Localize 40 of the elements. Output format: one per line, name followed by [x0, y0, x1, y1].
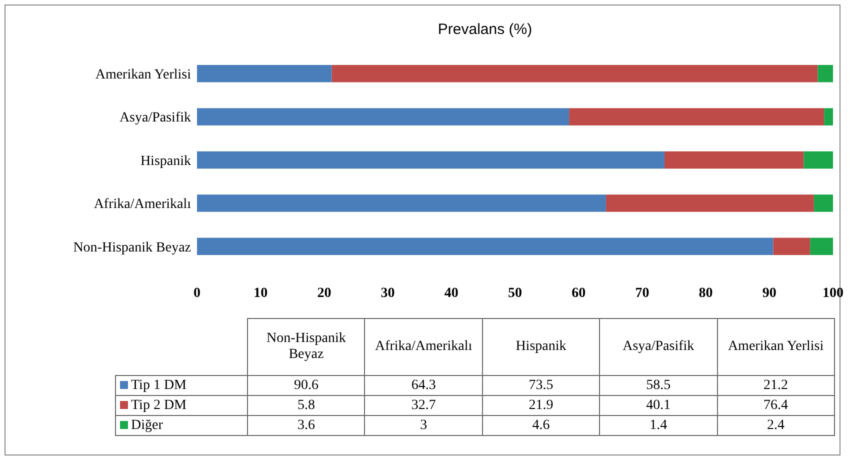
- y-tick-label: Amerikan Yerlisi: [95, 68, 192, 82]
- y-tick-label: Non-Hispanik Beyaz: [73, 240, 191, 256]
- legend-label: Tip 2 DM: [116, 396, 248, 416]
- y-tick-label: Hispanik: [140, 154, 191, 169]
- x-tick-label: 100: [822, 286, 844, 301]
- x-tick-label: 20: [317, 286, 332, 301]
- data-label: 32.7: [364, 396, 482, 416]
- x-tick-label: 50: [508, 286, 522, 301]
- data-label: 21.2: [717, 376, 834, 396]
- x-tick-label: 90: [762, 286, 776, 301]
- category-label: Non-Hispanik Beyaz: [248, 318, 365, 376]
- data-label: 21.9: [482, 396, 600, 416]
- category-label: Amerikan Yerlisi: [717, 318, 834, 376]
- data-label: 40.1: [600, 396, 718, 416]
- data-label: 3: [364, 416, 482, 436]
- chart-title: Prevalans (%): [438, 21, 532, 38]
- x-tick-label: 0: [194, 286, 200, 301]
- x-tick-label: 30: [380, 286, 395, 301]
- x-tick-label: 70: [635, 286, 650, 301]
- category-label: Hispanik: [482, 318, 600, 376]
- data-label: 1.4: [600, 416, 718, 436]
- x-tick-label: 80: [698, 286, 713, 301]
- data-label: 5.8: [248, 396, 365, 416]
- x-tick-label: 40: [444, 286, 458, 301]
- data-label: 76.4: [717, 396, 834, 416]
- legend-label: Diğer: [116, 416, 248, 436]
- y-tick-label: Afrika/Amerikalı: [94, 197, 192, 212]
- category-label: Asya/Pasifik: [600, 318, 718, 376]
- y-tick-label: Asya/Pasifik: [119, 110, 191, 126]
- data-label: 3.6: [248, 416, 365, 436]
- x-tick-label: 60: [572, 286, 586, 301]
- data-label: 58.5: [600, 376, 718, 396]
- data-label: 73.5: [482, 376, 600, 396]
- data-label: 2.4: [717, 416, 834, 436]
- data-label: 90.6: [248, 376, 365, 396]
- category-label: Afrika/Amerikalı: [364, 318, 482, 376]
- data-label: 64.3: [364, 376, 482, 396]
- data-label: 4.6: [482, 416, 600, 436]
- x-tick-label: 10: [254, 286, 268, 301]
- legend-label: Tip 1 DM: [116, 376, 248, 396]
